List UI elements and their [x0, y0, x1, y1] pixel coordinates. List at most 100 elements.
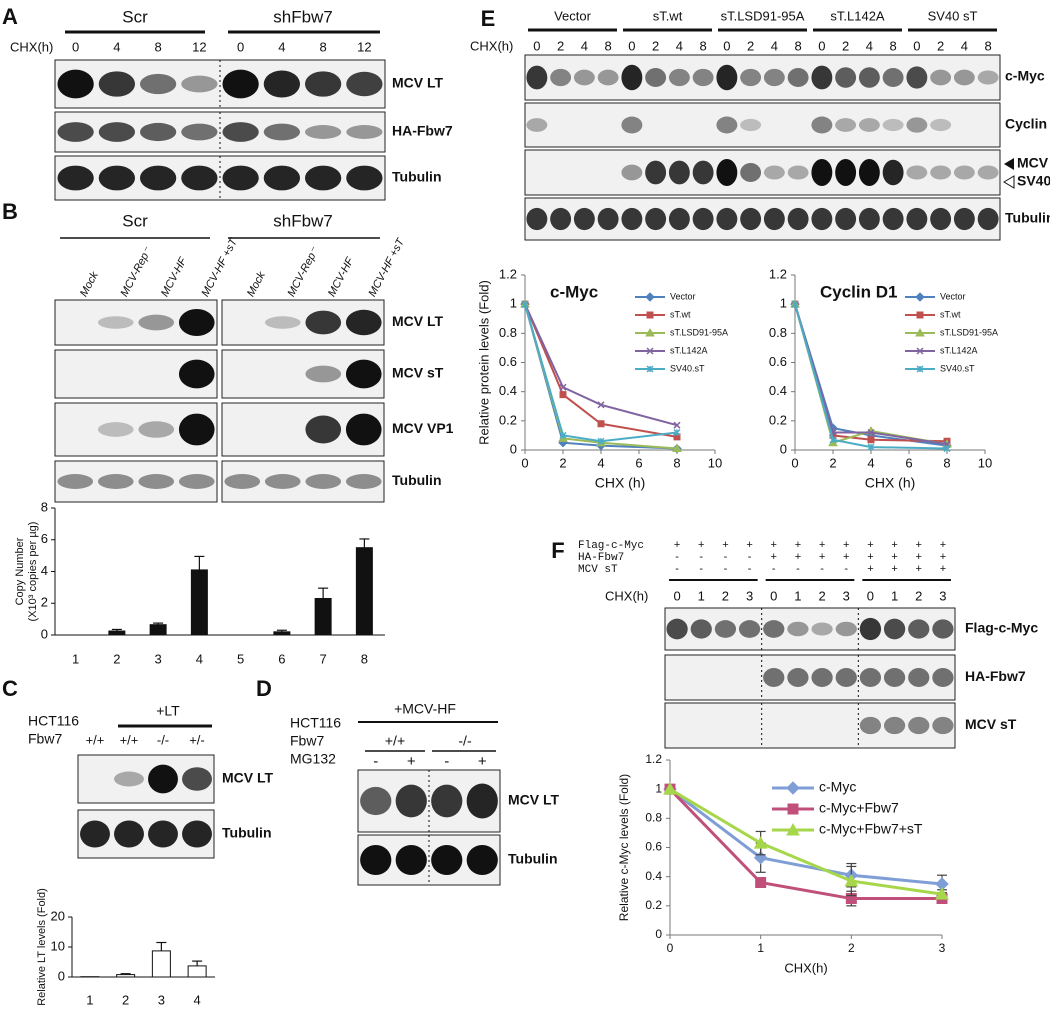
- blot-band: [811, 117, 832, 134]
- series-line: [795, 304, 947, 441]
- marker: [756, 878, 766, 888]
- blot-band: [884, 717, 905, 734]
- blot-band: [57, 474, 93, 489]
- blot-band: [346, 360, 382, 389]
- label: 3: [843, 588, 850, 603]
- label: MCV-HF: [326, 255, 357, 299]
- label: 4: [581, 38, 588, 53]
- row-label: Tubulin: [508, 851, 558, 867]
- blot-band: [645, 208, 666, 230]
- label: -/-: [458, 733, 472, 749]
- blot-band: [179, 360, 215, 389]
- label: 12: [192, 39, 206, 54]
- label: 0: [673, 588, 680, 603]
- blot-band: [811, 208, 832, 230]
- series-line: [670, 789, 942, 898]
- label: +: [843, 551, 849, 563]
- y-tick-label: 0.2: [499, 412, 517, 427]
- x-tick-label: 6: [905, 455, 912, 470]
- legend-marker: [917, 312, 923, 318]
- blot-band: [740, 163, 761, 182]
- blot-band: [621, 208, 642, 230]
- x-tick-label: 1: [72, 651, 79, 666]
- blot-band: [222, 166, 258, 191]
- blot-band: [346, 166, 382, 191]
- legend-label: sT.wt: [940, 309, 961, 319]
- blot-band: [932, 619, 953, 638]
- label: -: [675, 551, 679, 563]
- blot-band: [740, 119, 761, 131]
- blot-band: [811, 668, 832, 687]
- label: 1: [698, 588, 705, 603]
- blot-band: [930, 119, 951, 131]
- blot-band: [716, 117, 737, 134]
- label: HCT116: [290, 715, 341, 731]
- label: 2: [937, 38, 944, 53]
- label: +: [940, 539, 946, 551]
- blot: [525, 150, 1000, 195]
- y-tick-label: 20: [51, 908, 65, 923]
- blot-band: [265, 474, 301, 489]
- blot-band: [148, 765, 178, 794]
- y-tick-label: 1.2: [645, 752, 662, 766]
- blot-band: [883, 68, 904, 87]
- blot-band: [264, 70, 300, 97]
- blot-band: [787, 622, 808, 637]
- y-tick-label: 4: [41, 563, 48, 578]
- blot-band: [764, 69, 785, 86]
- blot-band: [360, 845, 391, 875]
- blot-band: [930, 70, 951, 86]
- panel-letter: A: [2, 4, 18, 29]
- blot-band: [346, 414, 382, 446]
- blot: [525, 198, 1000, 240]
- label: -: [748, 563, 752, 575]
- blot-band: [305, 125, 341, 139]
- label: 2: [842, 38, 849, 53]
- label: CHX(h): [605, 588, 648, 603]
- label: 0: [867, 588, 874, 603]
- label: +LT: [156, 703, 180, 719]
- blot-band: [305, 366, 341, 383]
- blot-band: [764, 165, 785, 179]
- arrowhead: [1004, 176, 1014, 188]
- label: -: [373, 753, 378, 770]
- legend-label: SV40.sT: [940, 363, 975, 373]
- label: -: [772, 563, 776, 575]
- x-tick-label: 10: [978, 455, 992, 470]
- label: +: [819, 551, 825, 563]
- arrowhead: [1004, 158, 1014, 170]
- x-tick-label: 4: [597, 455, 604, 470]
- blot-band: [179, 414, 215, 446]
- label: 2: [747, 38, 754, 53]
- label: 1: [794, 588, 801, 603]
- label: +: [916, 551, 922, 563]
- label: +: [771, 551, 777, 563]
- y-tick-label: 0.2: [645, 898, 662, 912]
- bar: [150, 625, 166, 635]
- label: -: [699, 563, 703, 575]
- y-tick-label: 8: [41, 499, 48, 514]
- label: 0: [770, 588, 777, 603]
- blot-band: [883, 208, 904, 230]
- row-label: HA-Fbw7: [392, 123, 453, 139]
- blot-band: [182, 820, 212, 847]
- label: 4: [961, 38, 968, 53]
- blot-band: [788, 68, 809, 87]
- blot-band: [181, 124, 217, 141]
- label: +: [795, 539, 801, 551]
- chart-title: c-Myc: [550, 282, 598, 301]
- row-label: Tubulin: [392, 472, 442, 488]
- x-tick-label: 3: [158, 992, 165, 1007]
- blot-band: [763, 668, 784, 687]
- blot-band: [739, 620, 760, 638]
- blot-band: [526, 66, 547, 90]
- blot-band: [264, 124, 300, 141]
- blot-band: [98, 316, 134, 328]
- blot-band: [550, 69, 571, 86]
- panel-letter: B: [2, 199, 18, 224]
- label: +: [746, 539, 752, 551]
- y-tick-label: 6: [41, 531, 48, 546]
- label: Fbw7: [28, 731, 62, 747]
- blot-band: [859, 118, 880, 132]
